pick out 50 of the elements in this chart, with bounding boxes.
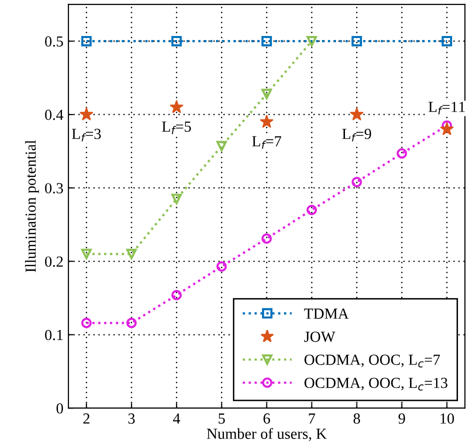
x-tick-label: 9: [398, 413, 406, 424]
point: [81, 36, 92, 46]
y-tick-label: 0.2: [45, 256, 63, 267]
legend-label: TDMA: [304, 308, 349, 319]
y-tick-label: 0.1: [45, 330, 63, 340]
point: [396, 148, 408, 159]
point: [81, 318, 92, 328]
x-tick-label: 6: [264, 413, 270, 424]
x-tick-label: 8: [354, 413, 360, 424]
point: [80, 108, 94, 120]
annotation: L$_{f}$=11: [428, 102, 465, 114]
point: [260, 114, 274, 128]
point: [306, 204, 317, 216]
legend-label: OCDMA, OOC, L$_{c}$=7: [304, 354, 440, 368]
point: [171, 194, 182, 204]
x-axis-title: Number of users, K: [206, 428, 327, 442]
y-tick-label: 0: [56, 403, 63, 414]
annotation: L$_{f}$=3: [72, 128, 101, 142]
y-axis-title: Illumination potential: [25, 140, 39, 272]
point: [350, 108, 364, 120]
point: [171, 290, 182, 300]
point: [261, 36, 272, 46]
point: [171, 36, 182, 46]
annotation: L$_{f}$=9: [342, 128, 372, 142]
point: [440, 122, 454, 135]
point: [261, 233, 272, 244]
y-tick-label: 0.3: [45, 183, 63, 194]
y-tick-label: 0.4: [45, 110, 64, 120]
annotation: L$_{f}$=5: [162, 122, 191, 134]
x-tick-label: 3: [128, 413, 135, 424]
x-tick-label: 5: [218, 414, 225, 424]
x-tick-label: 4: [173, 413, 180, 424]
point: [306, 36, 317, 46]
point: [261, 88, 272, 100]
point: [81, 248, 92, 260]
point: [126, 318, 137, 328]
point: [170, 100, 184, 113]
annotation: L$_{f}$=7: [252, 136, 282, 149]
point: [126, 248, 137, 260]
y-tick-label: 0.5: [45, 36, 63, 47]
x-tick-label: 10: [440, 413, 454, 424]
point: [352, 36, 362, 46]
point: [352, 176, 362, 188]
point: [442, 36, 452, 46]
x-tick-label: 7: [308, 414, 316, 424]
point: [216, 140, 227, 152]
legend-label: OCDMA, OOC, L$_{c}$=13: [304, 378, 448, 391]
legend-label: JOW: [304, 332, 336, 342]
x-tick-label: 2: [83, 413, 90, 424]
point: [216, 261, 227, 272]
